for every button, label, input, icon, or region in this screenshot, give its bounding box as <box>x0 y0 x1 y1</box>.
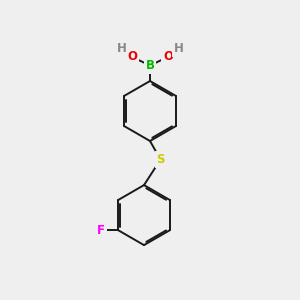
Text: H: H <box>117 42 126 55</box>
Text: H: H <box>174 42 183 55</box>
Text: B: B <box>146 59 154 72</box>
Text: S: S <box>156 153 165 166</box>
Text: F: F <box>97 224 105 237</box>
Text: O: O <box>127 50 137 64</box>
Text: O: O <box>163 50 173 64</box>
